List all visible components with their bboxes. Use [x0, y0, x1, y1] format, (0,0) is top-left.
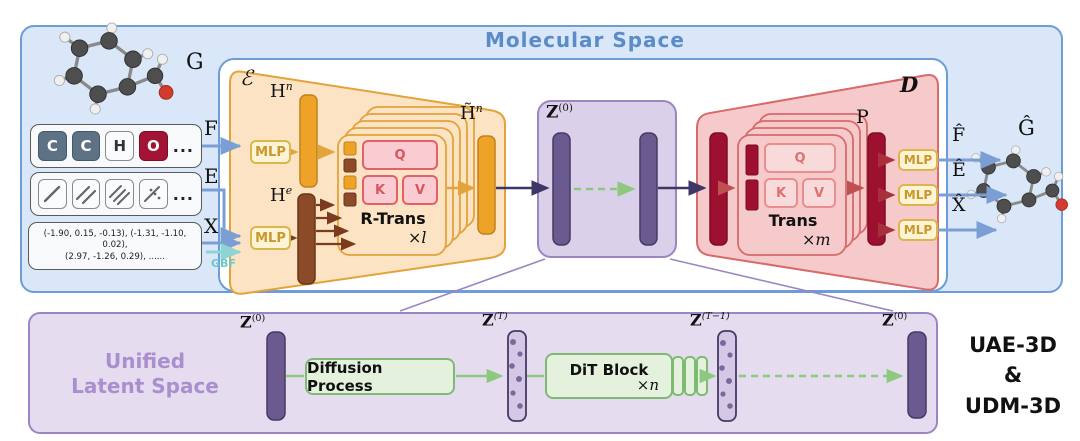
- zt-noise-speckles: [509, 339, 523, 409]
- zoom-callout-lines: [399, 258, 894, 312]
- bottom-z0-right-bar: [907, 331, 927, 419]
- input-molecule-image: [52, 21, 175, 116]
- bottom-z0-left-bar: [266, 331, 286, 421]
- zt1-noise-speckles: [719, 340, 733, 409]
- dit-block-stack-edges: [672, 356, 708, 396]
- output-molecule-image: [965, 144, 1069, 225]
- trans-token-bars: [745, 144, 759, 211]
- latent-z-bar-left: [552, 132, 571, 246]
- decoder-arrows: [718, 152, 896, 238]
- decoder-p-bar: [867, 132, 886, 246]
- node-embedding-bar: [299, 94, 318, 188]
- latent-z-bar-right: [639, 132, 658, 246]
- unified-latent-space-panel: [28, 312, 938, 434]
- encoder-output-bar: [477, 135, 496, 235]
- decoder-input-bar: [709, 132, 728, 246]
- r-trans-token-squares: [343, 141, 357, 207]
- edge-embedding-bar: [297, 193, 316, 285]
- r-trans-card-stack: [337, 106, 475, 256]
- bottom-zt-noisy-bar: [507, 330, 527, 422]
- encoder-arrows: [280, 144, 476, 251]
- output-wires: [938, 151, 1008, 239]
